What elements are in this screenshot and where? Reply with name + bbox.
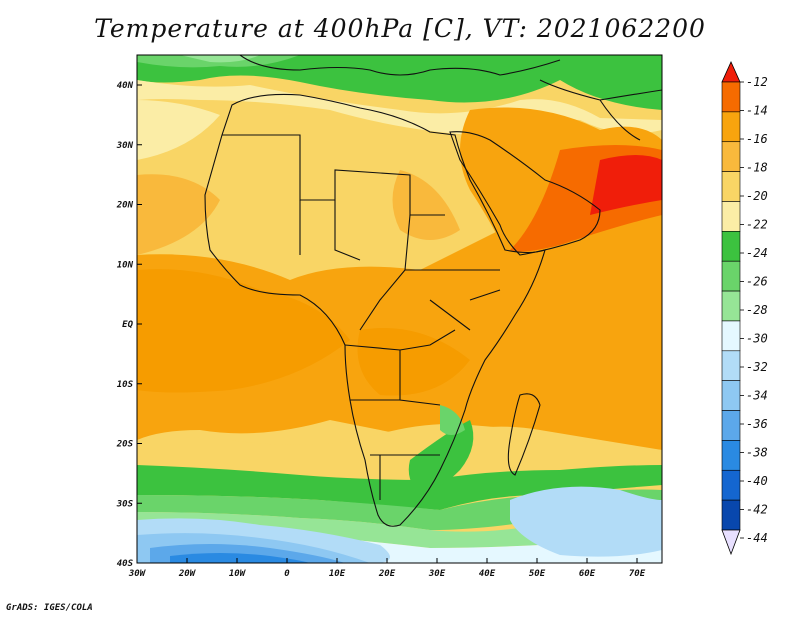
colorbar-label: -38	[746, 446, 768, 460]
x-tick-label: 10E	[329, 569, 346, 579]
y-tick-label: 30N	[116, 141, 134, 151]
colorbar-top-arrow	[721, 61, 741, 83]
colorbar-label: -44	[746, 531, 768, 545]
map-title: Temperature at 400hPa [C], VT: 202106220…	[94, 14, 706, 43]
colorbar-label: -20	[746, 189, 768, 203]
colorbar-swatch	[721, 260, 741, 292]
colorbar-label: -42	[746, 503, 768, 517]
x-tick-label: 50E	[529, 569, 546, 579]
x-tick-label: 30W	[128, 569, 147, 579]
x-axis: 30W 20W 10W 0 10E 20E 30E 40E 50E 60E 70E	[128, 558, 646, 579]
colorbar-label: -36	[746, 417, 768, 431]
colorbar-label: -26	[746, 275, 768, 289]
colorbar-swatch	[721, 320, 741, 352]
x-tick-label: 70E	[629, 569, 646, 579]
colorbar-swatch	[721, 290, 741, 322]
x-tick-label: 60E	[579, 569, 596, 579]
colorbar-swatch	[721, 499, 741, 531]
y-axis: 40N 30N 20N 10N EQ 10S 20S 30S 40S	[116, 81, 142, 569]
colorbar-swatch	[721, 350, 741, 381]
x-tick-label: 20E	[378, 569, 396, 579]
colorbar-bottom-arrow	[721, 529, 741, 556]
colorbar-label: -34	[746, 389, 768, 403]
y-tick-label: 20N	[116, 201, 134, 211]
x-tick-label: 30E	[428, 569, 446, 579]
colorbar: -12 -14 -16 -18 -20 -22 -24 -26 -28 -30 -32 -34 -36 -…	[721, 61, 768, 556]
y-tick-label: 40S	[117, 559, 134, 569]
colorbar-label: -24	[746, 246, 768, 260]
y-tick-label: EQ	[122, 320, 133, 330]
colorbar-label: -30	[746, 332, 768, 346]
colorbar-label: -16	[746, 132, 768, 146]
colorbar-swatch	[721, 171, 741, 202]
x-tick-label: 0	[284, 569, 290, 579]
colorbar-label: -18	[746, 161, 768, 175]
colorbar-swatch	[721, 440, 741, 471]
colorbar-label: -28	[746, 303, 768, 317]
colorbar-swatch	[721, 380, 741, 411]
x-tick-label: 20W	[178, 569, 197, 579]
colorbar-label: -22	[746, 218, 768, 232]
y-tick-label: 40N	[117, 81, 134, 91]
credit-text: GrADS: IGES/COLA	[6, 603, 93, 613]
plot-frame	[136, 54, 663, 564]
x-tick-label: 40E	[479, 569, 496, 579]
colorbar-swatch	[721, 141, 741, 172]
y-tick-label: 30S	[116, 499, 134, 509]
y-tick-label: 10N	[117, 260, 134, 270]
colorbar-swatch	[721, 469, 741, 501]
colorbar-swatch	[721, 231, 741, 262]
colorbar-label: -14	[746, 104, 768, 118]
colorbar-swatch	[721, 201, 741, 232]
coastlines	[204, 55, 662, 527]
colorbar-swatch	[721, 81, 741, 113]
x-tick-label: 10W	[229, 569, 247, 579]
colorbar-label: -40	[746, 474, 768, 488]
colorbar-swatch	[721, 410, 741, 441]
colorbar-swatch	[721, 111, 741, 143]
colorbar-label: -12	[746, 75, 768, 89]
colorbar-label: -32	[746, 360, 768, 374]
y-tick-label: 20S	[116, 440, 134, 450]
y-tick-label: 10S	[117, 380, 134, 390]
temperature-field	[137, 55, 662, 563]
